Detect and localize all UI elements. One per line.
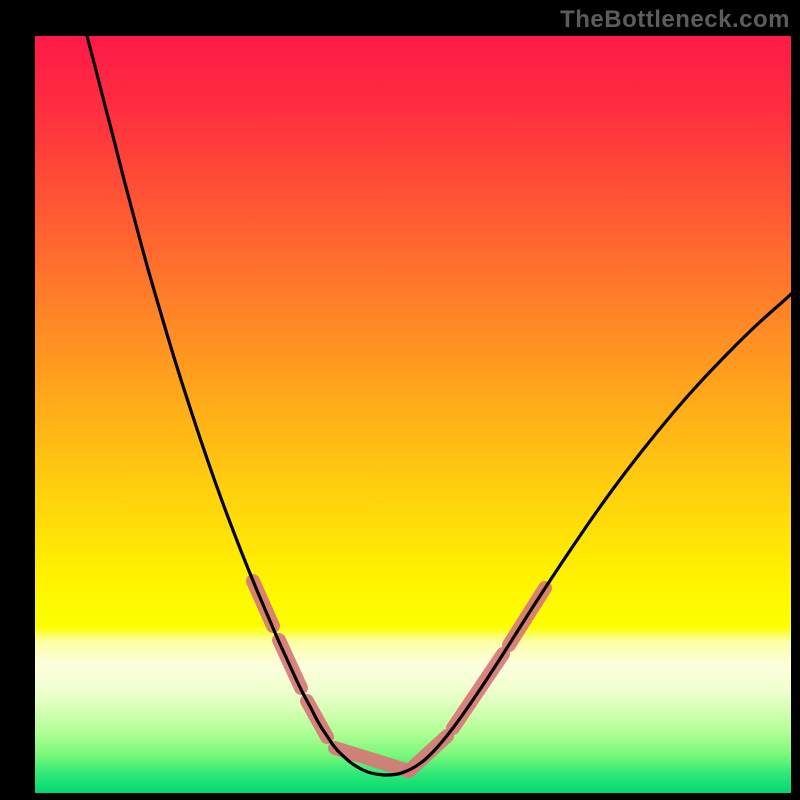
- plot-inner: [35, 36, 791, 793]
- plot-frame: [35, 36, 791, 793]
- watermark-text: TheBottleneck.com: [560, 6, 790, 34]
- bottleneck-curve: [87, 36, 791, 775]
- chart-container: TheBottleneck.com: [0, 0, 800, 800]
- curve-markers: [253, 581, 545, 771]
- curve-layer: [35, 36, 791, 793]
